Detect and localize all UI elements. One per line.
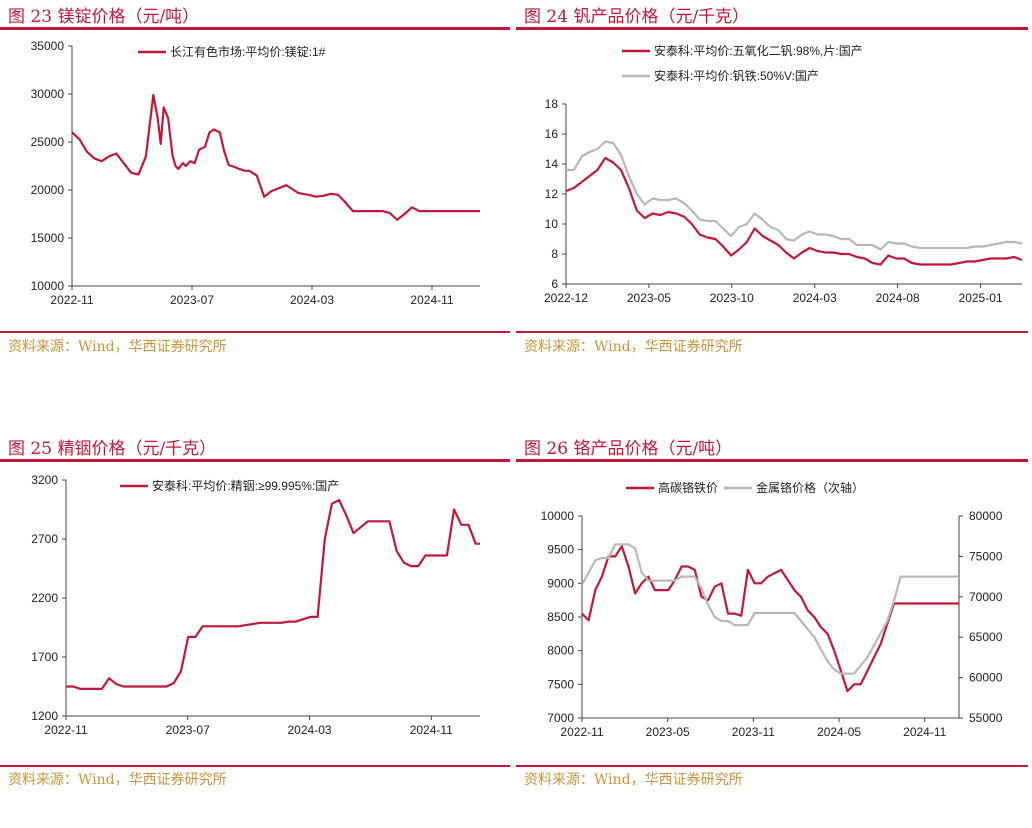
y-tick-label: 9000 xyxy=(547,576,574,590)
legend-label: 高碳铬铁价 xyxy=(658,480,718,495)
y-tick-label: 16 xyxy=(545,127,559,141)
x-tick-label: 2023-07 xyxy=(166,723,210,737)
x-tick-label: 2024-11 xyxy=(410,723,453,737)
chart-panel-3: 图 25 精铟价格（元/千克） 1200 1700 2200 2700 3200 2022… xyxy=(0,432,516,828)
x-tick-label: 2023-05 xyxy=(627,291,671,305)
x-tick-label: 2023-07 xyxy=(170,293,214,307)
series-line-1 xyxy=(71,93,480,221)
x-tick-label: 2024-03 xyxy=(290,293,334,307)
chart-title: 图 23 镁锭价格（元/吨） xyxy=(8,7,200,27)
source-note: 资料来源：Wind，华西证券研究所 xyxy=(524,339,743,355)
y-tick-label: 10 xyxy=(545,217,559,231)
x-tick-label: 2022-11 xyxy=(50,293,93,307)
y-tick-label: 6 xyxy=(551,277,558,291)
legend-label: 安泰科:平均价:五氧化二钒:98%,片:国产 xyxy=(654,43,863,58)
x-tick-label: 2024-03 xyxy=(793,291,837,305)
series-line-2 xyxy=(566,140,1023,251)
footer-rule xyxy=(0,765,510,767)
y-tick-label: 3200 xyxy=(31,473,58,487)
chart-panel-4: 图 26 铬产品价格（元/吨） 7000 7500 8000 8500 9000 9500… xyxy=(516,432,1032,828)
y-tick-label: 2200 xyxy=(31,591,58,605)
x-tick-label: 2022-11 xyxy=(44,723,87,737)
x-tick-label: 2025-01 xyxy=(959,291,1003,305)
title-rule xyxy=(516,27,1028,30)
y-tick-label: 10000 xyxy=(541,509,575,523)
x-tick-label: 2024-11 xyxy=(903,725,946,739)
y2-tick-label: 60000 xyxy=(969,671,1003,685)
x-tick-label: 2024-05 xyxy=(817,725,861,739)
y-tick-label: 10000 xyxy=(31,279,65,293)
refined-indium-price-chart: 1200 1700 2200 2700 3200 2022-11 2023-07 2024-0… xyxy=(31,473,480,737)
y2-tick-label: 75000 xyxy=(969,549,1003,563)
legend-label: 安泰科:平均价:精铟:≥99.995%:国产 xyxy=(152,478,339,493)
series-line-1 xyxy=(565,156,1023,266)
chart-panel-2: 图 24 钒产品价格（元/千克） 6 8 10 12 14 16 18 2022-12 2023… xyxy=(516,0,1032,396)
x-tick-label: 2023-10 xyxy=(710,291,754,305)
chart-title: 图 26 铬产品价格（元/吨） xyxy=(524,439,733,459)
y-tick-label: 7500 xyxy=(547,677,574,691)
chart-title: 图 24 钒产品价格（元/千克） xyxy=(524,7,750,27)
y2-tick-label: 65000 xyxy=(969,630,1003,644)
x-tick-label: 2022-11 xyxy=(560,725,603,739)
y-tick-label: 20000 xyxy=(31,183,65,197)
y-tick-label: 25000 xyxy=(31,135,65,149)
y-tick-label: 8 xyxy=(551,247,558,261)
y2-tick-label: 70000 xyxy=(969,590,1003,604)
y-tick-label: 7000 xyxy=(547,711,574,725)
source-note: 资料来源：Wind，华西证券研究所 xyxy=(524,772,743,788)
y-tick-label: 35000 xyxy=(31,39,65,53)
x-tick-label: 2024-08 xyxy=(876,291,920,305)
chromium-price-chart: 7000 7500 8000 8500 9000 9500 10000 55000 60000 6… xyxy=(541,480,1003,739)
y-tick-label: 14 xyxy=(545,157,559,171)
series-line-2 xyxy=(581,543,959,675)
legend-label: 金属铬价格（次轴） xyxy=(756,480,864,495)
vanadium-price-chart: 6 8 10 12 14 16 18 2022-12 2023-05 2023-10 2024-03… xyxy=(544,43,1023,305)
footer-rule xyxy=(516,331,1028,333)
x-tick-label: 2023-05 xyxy=(646,725,690,739)
y-tick-label: 30000 xyxy=(31,87,65,101)
legend-label: 长江有色市场:平均价:镁锭:1# xyxy=(170,44,326,59)
y-tick-label: 15000 xyxy=(31,231,65,245)
y-tick-label: 1700 xyxy=(31,650,58,664)
y-tick-label: 12 xyxy=(545,187,559,201)
y-tick-label: 8500 xyxy=(547,610,574,624)
chart-panel-1: 图 23 镁锭价格（元/吨） 10000 15000 20000 25000 30000… xyxy=(0,0,516,396)
x-tick-label: 2024-03 xyxy=(288,723,332,737)
y-tick-label: 8000 xyxy=(547,644,574,658)
magnesium-ingot-price-chart: 10000 15000 20000 25000 30000 35000 2022-11 202… xyxy=(31,39,480,307)
y2-tick-label: 80000 xyxy=(969,509,1003,523)
y-tick-label: 1200 xyxy=(31,709,58,723)
chart-title: 图 25 精铟价格（元/千克） xyxy=(8,439,217,459)
series-line-1 xyxy=(581,545,959,693)
title-rule xyxy=(516,459,1028,462)
x-tick-label: 2023-11 xyxy=(732,725,775,739)
y-tick-label: 18 xyxy=(545,97,559,111)
y2-tick-label: 55000 xyxy=(969,711,1003,725)
source-note: 资料来源：Wind，华西证券研究所 xyxy=(8,339,227,355)
footer-rule xyxy=(516,765,1028,767)
footer-rule xyxy=(0,331,510,333)
y-tick-label: 9500 xyxy=(547,543,574,557)
source-note: 资料来源：Wind，华西证券研究所 xyxy=(8,772,227,788)
series-line-1 xyxy=(66,498,480,690)
title-rule xyxy=(0,459,510,462)
y-tick-label: 2700 xyxy=(31,532,58,546)
x-tick-label: 2024-11 xyxy=(410,293,453,307)
x-tick-label: 2022-12 xyxy=(544,291,588,305)
legend-label: 安泰科:平均价:钒铁:50%V:国产 xyxy=(654,68,819,83)
title-rule xyxy=(0,27,510,30)
